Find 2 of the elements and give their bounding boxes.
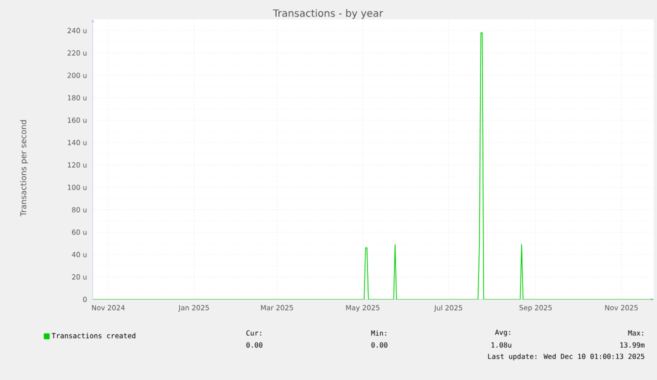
chart-title: Transactions - by year (272, 9, 384, 19)
y-axis-title: Transactions per second (20, 120, 28, 216)
